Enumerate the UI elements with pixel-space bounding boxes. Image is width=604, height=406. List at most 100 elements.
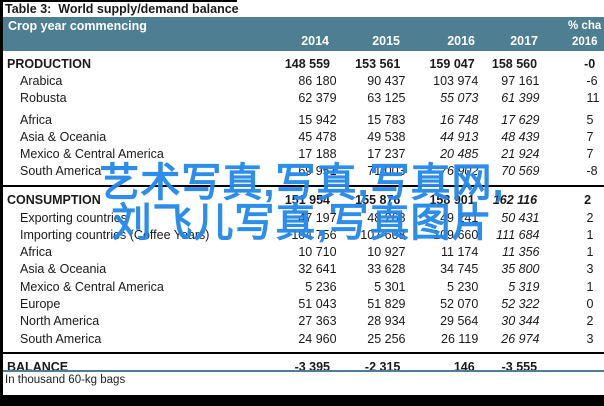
table-row: South America 69 951 71 003 76 902 70 56… xyxy=(3,163,604,180)
page-title: Table 3: World supply/demand balance xyxy=(5,2,239,16)
table-row: Exporting countries 47 197 48 268 49 241… xyxy=(3,209,604,226)
year-column-2017: 2017 xyxy=(510,34,538,48)
value-2014: 47 197 xyxy=(298,210,337,225)
unit-note: In thousand 60-kg bags xyxy=(5,374,126,386)
bottom-black-bar xyxy=(0,395,604,406)
value-2015: 107 608 xyxy=(360,227,406,242)
row-label: CONSUMPTION xyxy=(7,193,101,208)
table-row: Importing countries (Coffee Years) 104 7… xyxy=(3,226,604,243)
value-2015: 17 237 xyxy=(367,147,406,162)
value-2017: 48 439 xyxy=(501,129,540,144)
value-2017: 26 974 xyxy=(501,331,540,346)
table-body: PRODUCTION 148 559 153 561 159 047 158 5… xyxy=(3,55,604,376)
value-2016: 55 073 xyxy=(440,91,479,106)
row-label: South America xyxy=(20,164,102,179)
value-2014: 17 188 xyxy=(298,147,337,162)
value-2016: 44 913 xyxy=(440,129,479,144)
value-2014: 5 236 xyxy=(305,279,337,294)
value-2014: 45 478 xyxy=(298,129,337,144)
table-row: Mexico & Central America 17 188 17 237 2… xyxy=(3,145,604,162)
value-pct-change: 2 xyxy=(584,193,592,208)
row-label: North America xyxy=(20,314,100,329)
section-separator-rule xyxy=(3,185,604,187)
footer-teal-rule xyxy=(3,370,604,372)
pct-change-header-line2: 2016 xyxy=(572,36,598,48)
value-pct-change: 1 xyxy=(586,245,594,260)
value-2016: 16 748 xyxy=(440,112,479,127)
value-2017: 50 431 xyxy=(501,210,540,225)
row-label: Asia & Oceania xyxy=(20,262,107,277)
value-pct-change: 1 xyxy=(586,279,594,294)
value-pct-change: -6 xyxy=(586,73,598,88)
table-row: Asia & Oceania 32 641 33 628 34 745 35 8… xyxy=(3,261,604,278)
value-2017: 5 319 xyxy=(508,279,540,294)
table-row: CONSUMPTION 151 954 155 876 158 901 162 … xyxy=(3,192,604,209)
row-label: Mexico & Central America xyxy=(20,279,164,294)
value-2014: 104 756 xyxy=(291,227,337,242)
value-pct-change: 3 xyxy=(586,262,594,277)
value-2017: 162 116 xyxy=(492,193,538,208)
value-2017: 111 684 xyxy=(496,227,540,242)
value-2017: 35 800 xyxy=(501,262,540,277)
table-header: Crop year commencing 2014 2015 2016 2017… xyxy=(3,17,604,51)
value-pct-change: 1 xyxy=(586,227,594,242)
value-2017: 21 924 xyxy=(501,147,540,162)
table-row: Mexico & Central America 5 236 5 301 5 2… xyxy=(3,278,604,295)
value-2017: 17 629 xyxy=(501,112,540,127)
value-pct-change: -0 xyxy=(584,56,596,71)
value-2017: -3 555 xyxy=(501,360,538,375)
year-columns-row: 2014 2015 2016 2017 xyxy=(3,34,604,48)
year-column-2014: 2014 xyxy=(301,34,329,48)
table-row: Robusta 62 379 63 125 55 073 61 399 11 xyxy=(3,90,604,107)
value-2015: 49 538 xyxy=(367,129,406,144)
pct-change-header-line1: % cha xyxy=(568,20,602,32)
crop-year-label: Crop year commencing xyxy=(8,19,147,33)
top-border-rule xyxy=(0,0,237,2)
value-2014: 86 180 xyxy=(298,73,337,88)
row-label: Importing countries (Coffee Years) xyxy=(20,227,210,242)
value-2015: -2 315 xyxy=(364,360,401,375)
value-2016: 103 974 xyxy=(433,73,479,88)
left-border-rule xyxy=(0,0,3,395)
value-2016: 5 230 xyxy=(447,279,479,294)
value-2016: 49 241 xyxy=(440,210,479,225)
row-label: BALANCE xyxy=(7,360,69,375)
value-2014: 51 043 xyxy=(298,297,337,311)
value-2014: 151 954 xyxy=(284,193,331,208)
value-2014: 62 379 xyxy=(298,91,337,106)
value-2016: 109 660 xyxy=(433,227,479,242)
value-2016: 159 047 xyxy=(429,56,475,71)
row-label: Mexico & Central America xyxy=(20,147,164,162)
table-row: Asia & Oceania 45 478 49 538 44 913 48 4… xyxy=(3,128,604,145)
value-2016: 146 xyxy=(453,360,475,375)
value-2017: 30 344 xyxy=(501,314,540,329)
row-label: PRODUCTION xyxy=(7,56,92,71)
value-pct-change: 7 xyxy=(586,147,594,162)
value-2015: 28 934 xyxy=(367,314,406,329)
value-2015: 63 125 xyxy=(367,91,406,106)
value-2015: 90 437 xyxy=(367,73,406,88)
value-2017: 11 356 xyxy=(502,245,540,260)
value-2017: 61 399 xyxy=(501,91,540,106)
value-2016: 26 119 xyxy=(441,331,479,346)
value-pct-change: 5 xyxy=(586,112,594,127)
table-row: Africa 15 942 15 783 16 748 17 629 5 xyxy=(3,111,604,128)
value-2015: 5 301 xyxy=(374,279,406,294)
value-2015: 33 628 xyxy=(367,262,406,277)
year-column-2015: 2015 xyxy=(372,34,400,48)
row-label: Exporting countries xyxy=(20,210,128,225)
value-2014: 148 559 xyxy=(284,56,331,71)
year-column-2016: 2016 xyxy=(447,34,475,48)
value-2017: 52 322 xyxy=(501,297,540,311)
value-2016: 34 745 xyxy=(440,262,479,277)
value-2016: 52 070 xyxy=(440,297,479,311)
table-row: South America 24 960 25 256 26 119 26 97… xyxy=(3,330,604,347)
table-row: Arabica 86 180 90 437 103 974 97 161 -6 xyxy=(3,72,604,89)
value-2014: 24 960 xyxy=(298,331,337,346)
value-2015: 10 927 xyxy=(367,245,406,260)
value-pct-change: 7 xyxy=(586,129,594,144)
value-2014: 15 942 xyxy=(298,112,337,127)
value-pct-change: 2 xyxy=(586,210,594,225)
value-2015: 155 876 xyxy=(355,193,401,208)
